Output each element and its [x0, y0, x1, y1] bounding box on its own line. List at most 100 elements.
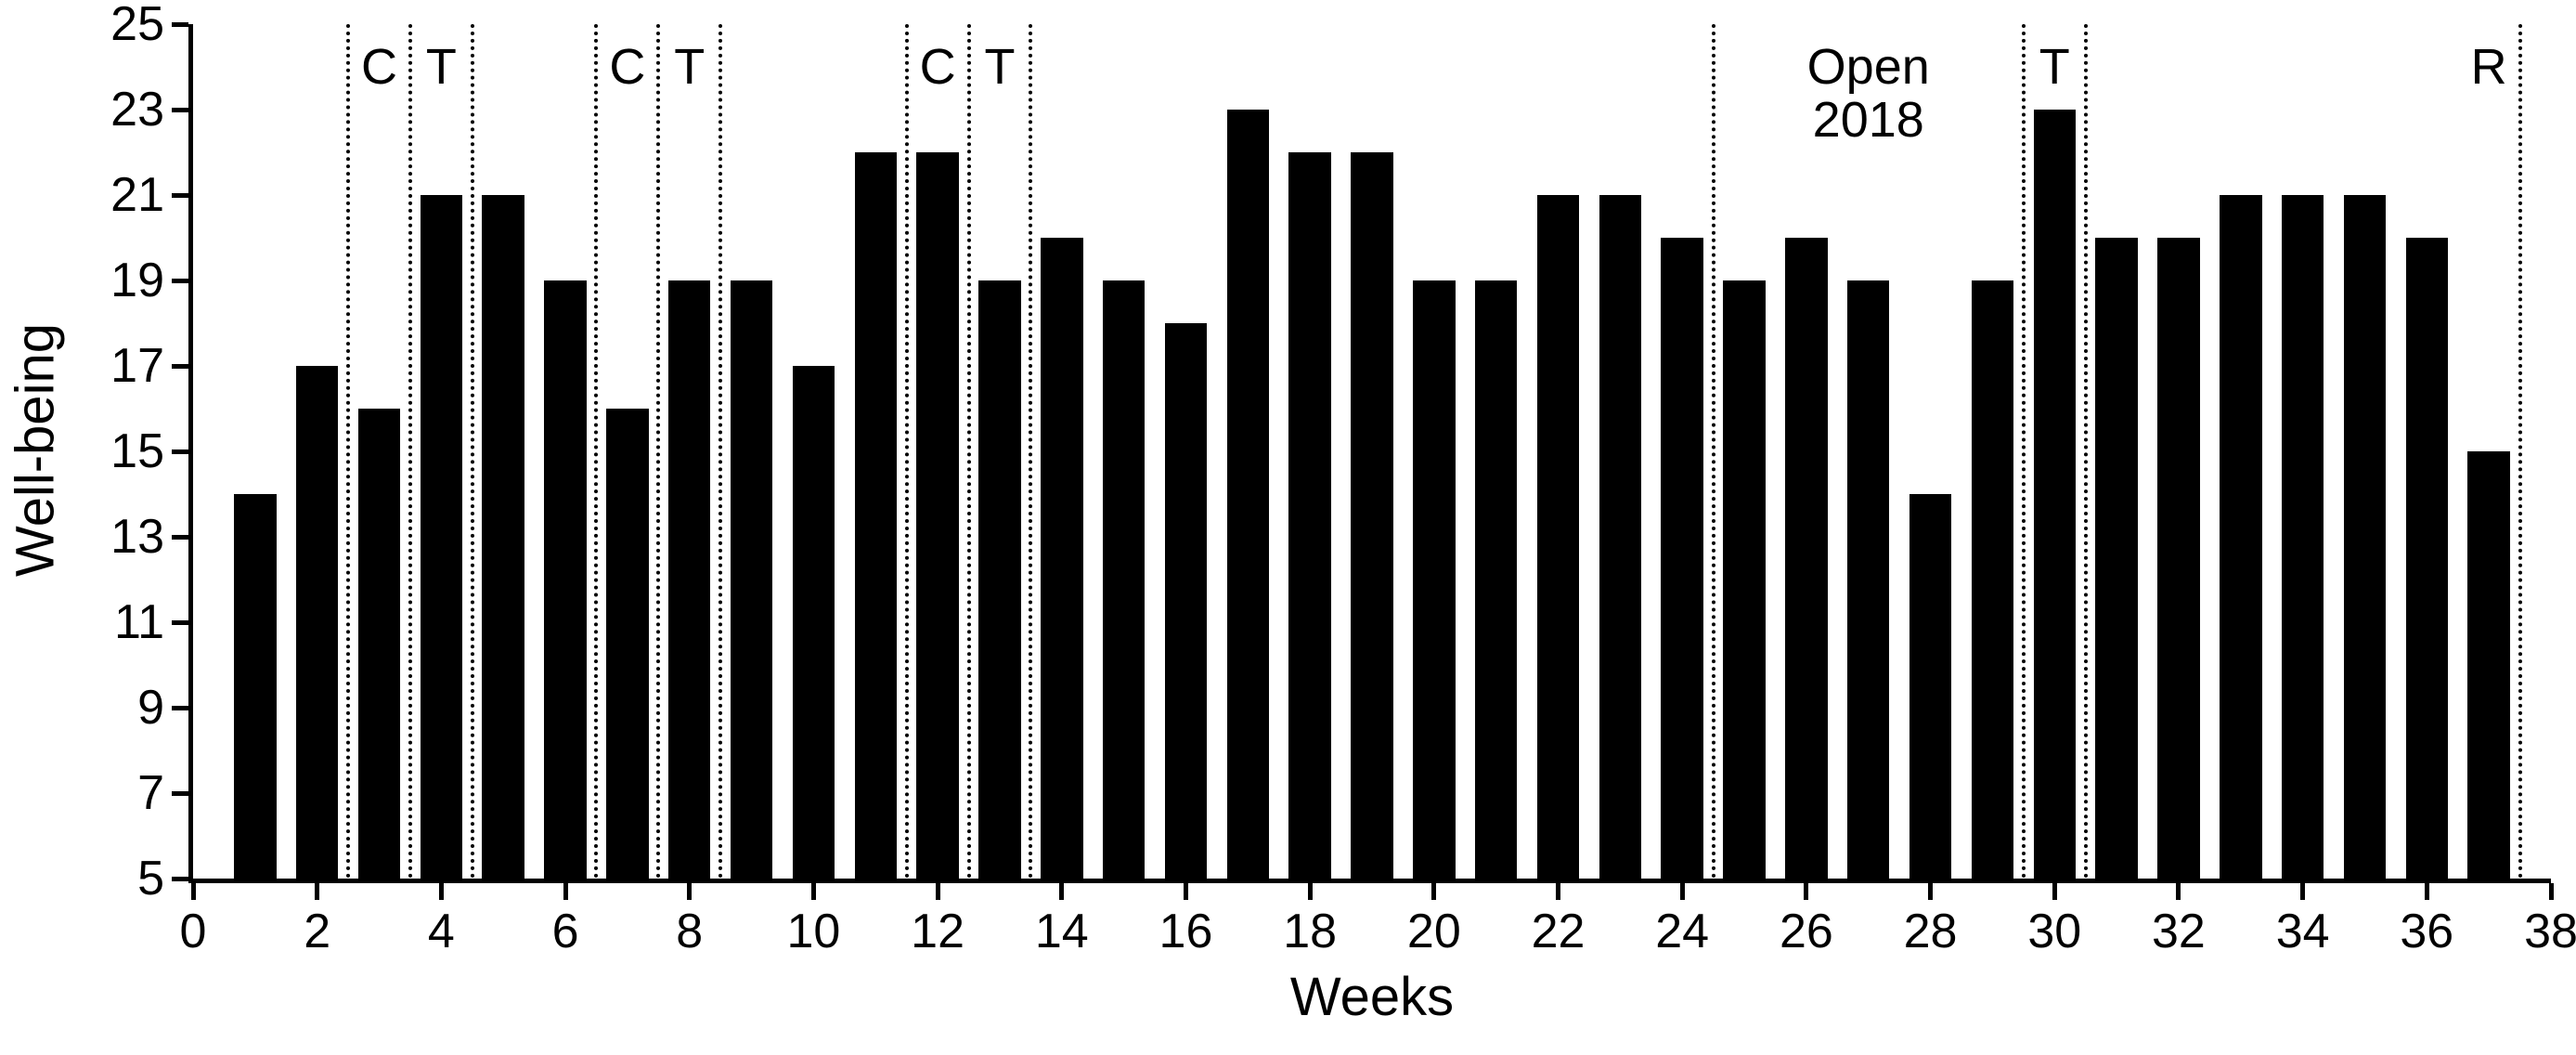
y-tick-label: 19 — [110, 253, 164, 308]
bar — [1351, 152, 1392, 879]
y-tick-label: 25 — [110, 0, 164, 52]
x-tick-label: 26 — [1744, 904, 1869, 959]
bar — [1785, 238, 1827, 879]
x-tick-mark — [936, 883, 940, 900]
y-tick-label: 17 — [110, 338, 164, 394]
x-axis-label: Weeks — [193, 966, 2551, 1028]
plot-area: CTCTCTOpen 2018TR — [193, 24, 2551, 879]
y-tick-mark — [172, 620, 188, 625]
x-tick-mark — [1059, 883, 1064, 900]
y-tick-label: 5 — [137, 851, 164, 906]
x-tick-mark — [1556, 883, 1560, 900]
bar — [731, 280, 772, 879]
bar — [1599, 195, 1641, 879]
x-axis-line — [188, 879, 2551, 883]
bar — [482, 195, 524, 879]
bar — [1847, 280, 1889, 879]
bar — [1972, 280, 2013, 879]
x-tick-label: 12 — [875, 904, 1000, 959]
bar — [1723, 280, 1765, 879]
y-tick-mark — [172, 449, 188, 454]
y-axis-line — [188, 24, 193, 883]
annotation: T — [814, 41, 1185, 94]
annotation: T — [1869, 41, 2240, 94]
x-tick-mark — [1431, 883, 1436, 900]
phase-divider — [471, 24, 474, 879]
bar — [793, 366, 835, 879]
x-tick-label: 30 — [1992, 904, 2116, 959]
x-tick-label: 20 — [1372, 904, 1496, 959]
y-tick-mark — [172, 706, 188, 710]
y-tick-mark — [172, 108, 188, 112]
x-tick-mark — [1308, 883, 1313, 900]
x-tick-label: 24 — [1620, 904, 1744, 959]
bar — [1413, 280, 1455, 879]
bar — [358, 409, 400, 879]
x-tick-label: 10 — [752, 904, 876, 959]
bar — [855, 152, 897, 879]
y-tick-label: 23 — [110, 82, 164, 137]
bar — [544, 280, 586, 879]
x-tick-mark — [563, 883, 568, 900]
x-tick-label: 34 — [2241, 904, 2365, 959]
x-tick-mark — [687, 883, 692, 900]
phase-divider — [718, 24, 722, 879]
bar — [1475, 280, 1517, 879]
y-tick-label: 7 — [137, 765, 164, 821]
x-tick-label: 36 — [2364, 904, 2489, 959]
phase-divider — [1029, 24, 1032, 879]
x-tick-label: 38 — [2489, 904, 2576, 959]
x-tick-mark — [1804, 883, 1808, 900]
x-tick-label: 28 — [1869, 904, 1993, 959]
x-tick-label: 4 — [380, 904, 504, 959]
x-tick-mark — [2176, 883, 2181, 900]
phase-divider — [2022, 24, 2026, 879]
bar — [296, 366, 338, 879]
y-tick-label: 21 — [110, 167, 164, 223]
x-tick-mark — [2549, 883, 2554, 900]
y-tick-label: 11 — [114, 594, 164, 650]
phase-divider — [656, 24, 660, 879]
x-tick-mark — [1184, 883, 1188, 900]
x-tick-label: 6 — [503, 904, 628, 959]
bar — [2344, 195, 2386, 879]
x-tick-label: 18 — [1248, 904, 1372, 959]
y-tick-mark — [172, 22, 188, 27]
bar — [2220, 195, 2261, 879]
x-tick-mark — [2425, 883, 2429, 900]
bar — [2467, 451, 2509, 879]
x-tick-mark — [2052, 883, 2057, 900]
bar — [2034, 110, 2076, 879]
bar — [1537, 195, 1579, 879]
annotation: R — [2303, 41, 2576, 94]
bar — [1661, 238, 1702, 879]
x-tick-label: 2 — [255, 904, 380, 959]
x-tick-label: 14 — [1000, 904, 1124, 959]
bar — [2157, 238, 2199, 879]
y-tick-mark — [172, 193, 188, 198]
x-tick-mark — [1680, 883, 1685, 900]
bar — [234, 494, 276, 879]
y-axis-label: Well-being — [5, 23, 67, 878]
x-tick-mark — [1928, 883, 1933, 900]
bar — [1041, 238, 1082, 879]
phase-divider — [408, 24, 412, 879]
x-tick-label: 22 — [1496, 904, 1621, 959]
bar — [2095, 238, 2137, 879]
y-tick-label: 13 — [110, 509, 164, 565]
y-tick-mark — [172, 535, 188, 540]
bar — [606, 409, 648, 879]
phase-divider — [967, 24, 971, 879]
y-tick-mark — [172, 791, 188, 796]
x-tick-mark — [439, 883, 444, 900]
bar — [1288, 152, 1330, 879]
x-tick-label: 32 — [2116, 904, 2241, 959]
phase-divider — [2084, 24, 2088, 879]
x-tick-mark — [2300, 883, 2305, 900]
bar — [916, 152, 958, 879]
bar — [668, 280, 710, 879]
x-tick-label: 16 — [1124, 904, 1249, 959]
y-tick-label: 15 — [110, 423, 164, 479]
phase-divider — [2518, 24, 2522, 879]
x-tick-label: 8 — [628, 904, 752, 959]
